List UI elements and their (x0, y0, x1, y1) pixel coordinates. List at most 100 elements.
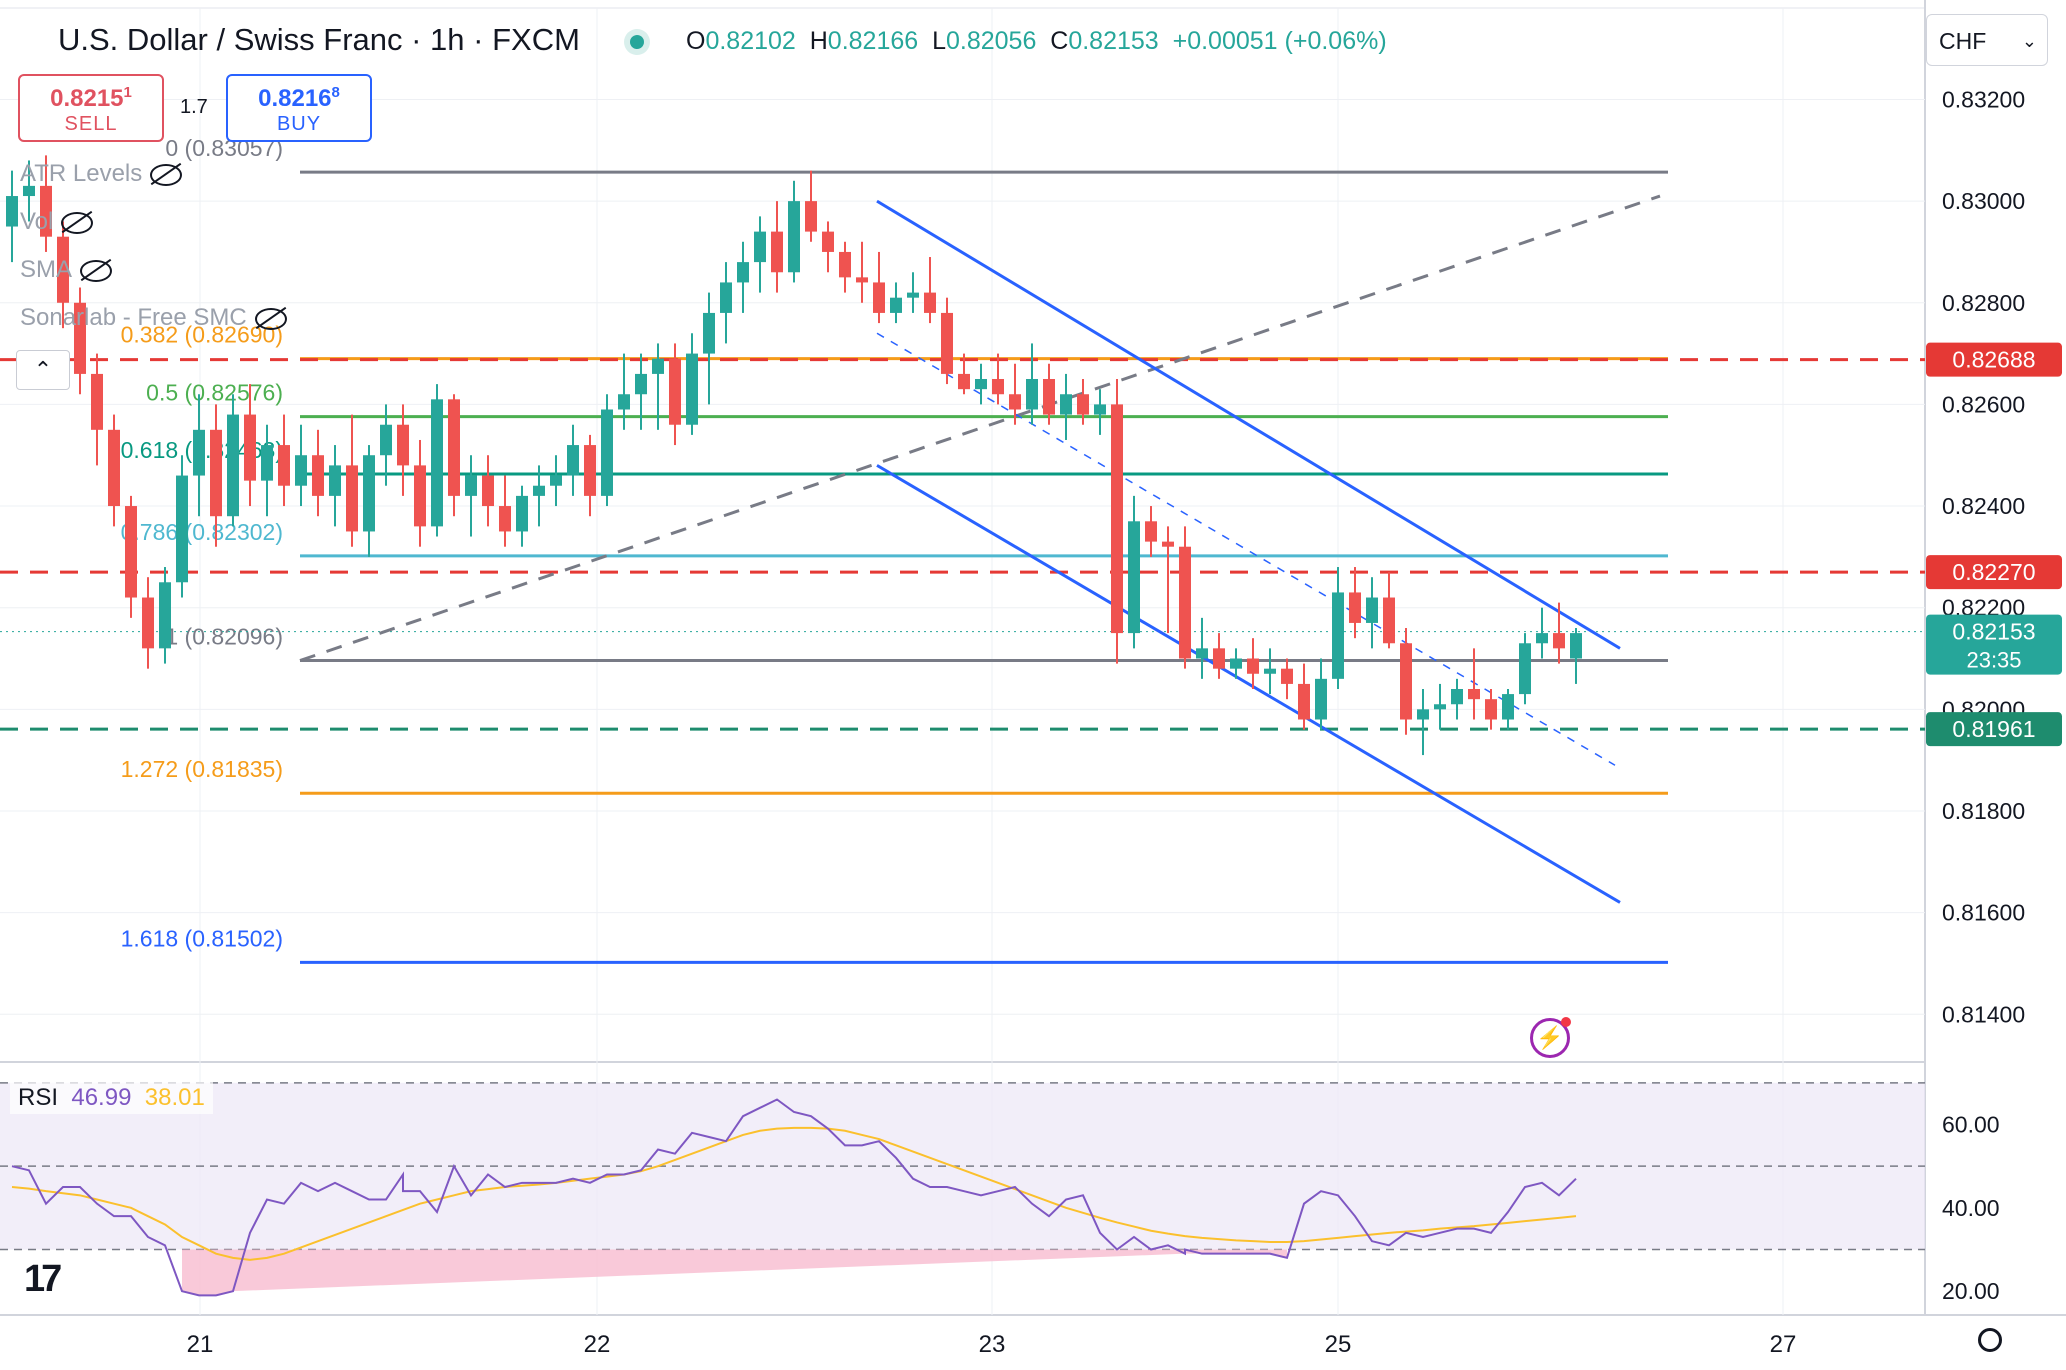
price-tag (1926, 712, 2062, 747)
candle-body (788, 201, 800, 273)
ohlc-readout: O0.82102 H0.82166 L0.82056 C0.82153 +0.0… (686, 27, 1387, 56)
price-tag-countdown: 23:35 (1966, 648, 2021, 673)
indicator-sma[interactable]: SMA (20, 256, 113, 284)
sell-button[interactable]: 0.82151 SELL (18, 74, 164, 142)
indicator-atr-label: ATR Levels (20, 160, 143, 187)
x-tick-label: 21 (187, 1331, 214, 1358)
candle-body (1179, 546, 1191, 659)
channel-lower-line (876, 464, 1621, 904)
y-tick-label: 0.82400 (1942, 493, 2025, 519)
open-value: 0.82102 (705, 27, 796, 55)
price-tag-value: 0.82688 (1952, 347, 2035, 373)
candle-body (720, 282, 732, 313)
price-tag (1926, 342, 2062, 377)
candle-body (618, 394, 630, 410)
indicator-atr-levels[interactable]: ATR Levels (20, 160, 183, 188)
sell-label: SELL (64, 113, 118, 135)
candle-body (261, 445, 273, 481)
candle-body (584, 445, 596, 496)
candle-body (142, 597, 154, 649)
flash-alert-icon[interactable]: ⚡ (1530, 1017, 1571, 1058)
chevron-up-icon: ⌃ (33, 357, 53, 382)
rsi-tick-label: 40.00 (1942, 1195, 2000, 1221)
indicator-sma-label: SMA (20, 256, 73, 283)
candle-body (1213, 648, 1225, 669)
candle-body (737, 262, 749, 283)
price-tag (1926, 555, 2062, 590)
candle-body (1247, 658, 1259, 674)
candle-body (1281, 668, 1293, 684)
rsi-band-fill (0, 1082, 1925, 1250)
price-tag-value: 0.82153 (1952, 619, 2035, 645)
candle-body (1043, 378, 1055, 415)
candle-body (1077, 394, 1089, 415)
candle-body (244, 414, 256, 481)
candle-body (1128, 521, 1140, 634)
candle-body (482, 475, 494, 507)
low-value: 0.82056 (945, 27, 1037, 55)
y-tick-label: 0.83200 (1942, 86, 2025, 112)
tradingview-logo[interactable]: 17 (24, 1258, 62, 1300)
candle-body (23, 185, 35, 197)
fib-label-1.618: 1.618 (0.81502) (121, 925, 283, 951)
change-value: +0.00051 (+0.06%) (1172, 27, 1387, 55)
candle-body (1383, 597, 1395, 644)
candle-body (278, 445, 290, 486)
indicator-vol[interactable]: Vol (20, 208, 94, 236)
candle-body (210, 429, 222, 517)
rsi-oversold-fill (182, 1249, 1287, 1296)
sell-price-sup: 1 (123, 84, 132, 101)
fib-label-0.5: 0.5 (0.82576) (146, 380, 283, 406)
buy-button[interactable]: 0.82168 BUY (226, 74, 372, 142)
candle-body (1264, 668, 1276, 674)
candle-body (312, 455, 324, 496)
candle-body (856, 277, 868, 283)
high-label: H (809, 27, 828, 55)
collapse-indicators-button[interactable]: ⌃ (16, 350, 70, 390)
settings-gear-icon[interactable] (1978, 1328, 2002, 1352)
candle-body (635, 373, 647, 395)
eye-hidden-icon[interactable] (61, 211, 94, 234)
candle-body (1468, 689, 1480, 700)
candle-body (822, 231, 834, 252)
rsi-tick-label: 60.00 (1942, 1112, 2000, 1138)
indicator-sonarlab-label: Sonarlab - Free SMC (20, 304, 247, 331)
candle-body (516, 495, 528, 532)
candle-body (363, 455, 375, 532)
close-label: C (1050, 27, 1069, 55)
spread-value: 1.7 (180, 96, 208, 118)
rsi-legend[interactable]: RSI 46.99 38.01 (10, 1082, 213, 1114)
candle-body (329, 465, 341, 496)
candle-body (941, 312, 953, 374)
eye-hidden-icon[interactable] (150, 163, 183, 186)
candle-body (907, 292, 919, 298)
candle-body (669, 358, 681, 425)
x-tick-label: 22 (584, 1331, 611, 1358)
close-value: 0.82153 (1068, 27, 1159, 55)
dashed-trendline (299, 194, 1661, 662)
eye-hidden-icon[interactable] (254, 307, 287, 330)
candle-body (1536, 633, 1548, 644)
rsi-ma-line (11, 1126, 1577, 1261)
candle-body (1230, 658, 1242, 669)
x-tick-label: 27 (1770, 1331, 1797, 1358)
indicator-sonarlab[interactable]: Sonarlab - Free SMC (20, 304, 287, 332)
buy-price-sup: 8 (331, 84, 340, 101)
indicator-vol-label: Vol (20, 208, 54, 235)
candle-body (1553, 633, 1565, 649)
eye-hidden-icon[interactable] (80, 259, 113, 282)
fib-label-0.786: 0.786 (0.82302) (121, 519, 283, 545)
y-tick-label: 0.81600 (1942, 900, 2025, 926)
channel-upper-line (876, 199, 1621, 650)
y-tick-label: 0.81400 (1942, 1001, 2025, 1027)
candle-body (295, 455, 307, 486)
candle-body (652, 358, 664, 374)
symbol-title[interactable]: U.S. Dollar / Swiss Franc · 1h · FXCM (58, 22, 580, 57)
currency-selector[interactable]: CHF ⌄ (1926, 14, 2048, 66)
candle-body (40, 185, 52, 237)
candle-body (448, 399, 460, 496)
candle-body (550, 475, 562, 486)
candle-body (771, 231, 783, 273)
candle-body (686, 353, 698, 425)
